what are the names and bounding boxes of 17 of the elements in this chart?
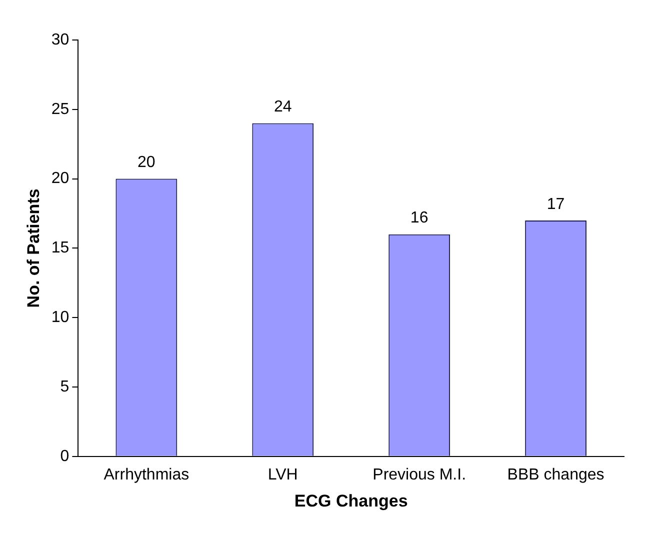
y-axis-title: No. of Patients	[24, 188, 43, 308]
x-tick-label: BBB changes	[507, 466, 604, 484]
x-tick-label: Previous M.I.	[372, 466, 466, 484]
data-label: 16	[410, 210, 428, 227]
data-label: 24	[274, 98, 292, 116]
y-tick-label: 25	[51, 100, 70, 118]
y-tick-label: 15	[51, 240, 70, 257]
data-label: 17	[546, 196, 565, 213]
y-tick-label: 5	[60, 378, 70, 396]
x-axis-title: ECG Changes	[294, 491, 408, 510]
y-tick-label: 20	[51, 170, 70, 188]
y-tick-label: 0	[60, 448, 70, 465]
y-tick-label: 10	[51, 309, 70, 326]
data-label: 20	[138, 154, 156, 172]
y-tick-label: 30	[51, 31, 70, 48]
x-tick-label: Arrhythmias	[104, 466, 190, 484]
x-tick-label: LVH	[268, 466, 298, 484]
